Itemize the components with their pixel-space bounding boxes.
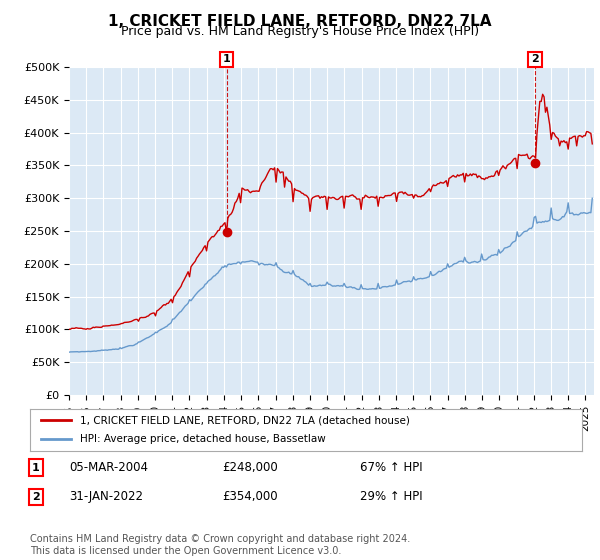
Text: 1, CRICKET FIELD LANE, RETFORD, DN22 7LA: 1, CRICKET FIELD LANE, RETFORD, DN22 7LA (108, 14, 492, 29)
Text: Contains HM Land Registry data © Crown copyright and database right 2024.
This d: Contains HM Land Registry data © Crown c… (30, 534, 410, 556)
Text: 1: 1 (32, 463, 40, 473)
Text: 31-JAN-2022: 31-JAN-2022 (69, 490, 143, 503)
Text: 1: 1 (223, 54, 231, 64)
Text: 05-MAR-2004: 05-MAR-2004 (69, 461, 148, 474)
Text: 1, CRICKET FIELD LANE, RETFORD, DN22 7LA (detached house): 1, CRICKET FIELD LANE, RETFORD, DN22 7LA… (80, 415, 410, 425)
Text: Price paid vs. HM Land Registry's House Price Index (HPI): Price paid vs. HM Land Registry's House … (121, 25, 479, 38)
Text: 2: 2 (531, 54, 539, 64)
Text: £248,000: £248,000 (222, 461, 278, 474)
Text: HPI: Average price, detached house, Bassetlaw: HPI: Average price, detached house, Bass… (80, 435, 325, 445)
Text: 67% ↑ HPI: 67% ↑ HPI (360, 461, 422, 474)
Text: 2: 2 (32, 492, 40, 502)
Text: £354,000: £354,000 (222, 490, 278, 503)
Text: 29% ↑ HPI: 29% ↑ HPI (360, 490, 422, 503)
